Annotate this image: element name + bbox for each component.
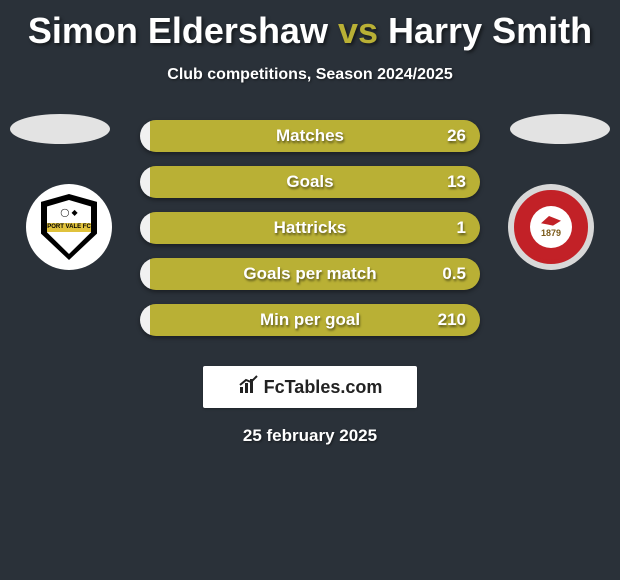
player1-crest: ◯ ◆ PORT VALE FC (26, 184, 112, 270)
brand-text: FcTables.com (264, 377, 383, 398)
stat-bar-left (140, 212, 150, 244)
date-stamp: 25 february 2025 (0, 426, 620, 446)
vs-label: vs (338, 10, 378, 51)
comparison-title: Simon Eldershaw vs Harry Smith (0, 0, 620, 52)
stat-bar-track (140, 212, 480, 244)
stat-bar-track (140, 166, 480, 198)
stat-row: Goals per match0.5 (140, 258, 480, 290)
stat-value-right: 210 (438, 304, 466, 336)
stat-bar-left (140, 258, 150, 290)
stat-bar-left (140, 304, 150, 336)
subtitle: Club competitions, Season 2024/2025 (0, 66, 620, 84)
stat-row: Hattricks1 (140, 212, 480, 244)
stat-value-right: 13 (447, 166, 466, 198)
stat-bar-track (140, 304, 480, 336)
chart-icon (238, 375, 260, 400)
player2-photo (510, 114, 610, 144)
stat-bar-track (140, 120, 480, 152)
stat-bar-right (150, 166, 480, 198)
player1-photo (10, 114, 110, 144)
roundel-icon: 1879 (514, 190, 588, 264)
stat-value-right: 0.5 (442, 258, 466, 290)
player2-name: Harry Smith (388, 10, 592, 51)
comparison-stage: ◯ ◆ PORT VALE FC 1879 Matches26 Goals13 Ha… (0, 114, 620, 354)
stat-bars: Matches26 Goals13 Hattricks1 Goals per matc… (140, 120, 480, 350)
brand-box[interactable]: FcTables.com (203, 366, 417, 408)
stat-bar-right (150, 304, 480, 336)
stat-value-right: 26 (447, 120, 466, 152)
stat-value-right: 1 (457, 212, 466, 244)
stat-bar-right (150, 120, 480, 152)
stat-row: Goals13 (140, 166, 480, 198)
stat-bar-right (150, 212, 480, 244)
stat-bar-track (140, 258, 480, 290)
player2-crest: 1879 (508, 184, 594, 270)
stat-row: Matches26 (140, 120, 480, 152)
stat-bar-right (150, 258, 480, 290)
stat-bar-left (140, 120, 150, 152)
shield-icon: ◯ ◆ PORT VALE FC (41, 194, 97, 260)
player1-name: Simon Eldershaw (28, 10, 328, 51)
stat-row: Min per goal210 (140, 304, 480, 336)
stat-bar-left (140, 166, 150, 198)
